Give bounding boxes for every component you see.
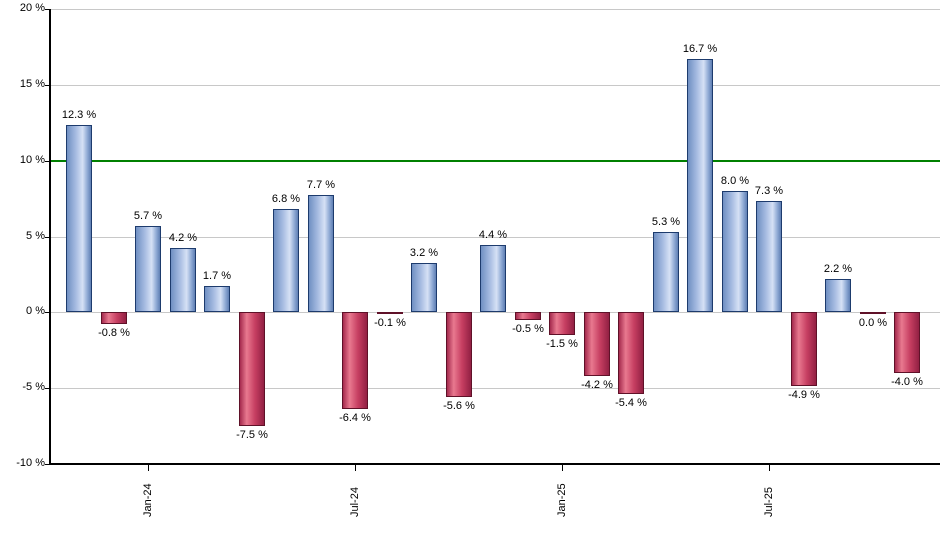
bar-Jun-25 [722, 191, 748, 312]
bar-value-label-Mar-25: -5.4 % [615, 397, 647, 409]
bar-value-label-Aug-25: -4.9 % [788, 389, 820, 401]
bar-Nov-23 [66, 125, 92, 312]
bar-value-label-May-24: 6.8 % [271, 193, 301, 205]
y-axis-label: 10 % [19, 154, 45, 166]
bar-Jan-25 [549, 312, 575, 335]
x-axis-label: Jul-25 [763, 487, 775, 517]
x-axis-line [49, 463, 940, 465]
y-axis-tick [45, 9, 50, 10]
y-axis-label: -5 % [22, 381, 45, 393]
bar-value-label-Sep-24: 3.2 % [409, 247, 439, 259]
bar-Dec-23 [101, 312, 127, 324]
bar-value-label-Apr-24: -7.5 % [236, 429, 268, 441]
bar-May-24 [273, 209, 299, 312]
bar-value-label-Nov-24: 4.4 % [478, 229, 508, 241]
bar-value-label-Jan-24: 5.7 % [133, 210, 163, 222]
bar-Nov-24 [480, 245, 506, 312]
bar-Jul-25 [756, 201, 782, 312]
x-axis-tick [769, 464, 770, 471]
y-gridline [50, 237, 940, 238]
bar-value-label-Jun-25: 8.0 % [720, 175, 750, 187]
y-axis-label: 5 % [26, 230, 45, 242]
y-axis-tick [45, 85, 50, 86]
bar-value-label-Oct-25: 0.0 % [858, 317, 888, 329]
bar-Apr-25 [653, 232, 679, 312]
y-axis-tick [45, 237, 50, 238]
x-axis-tick [355, 464, 356, 471]
bar-value-label-Nov-25: -4.0 % [891, 376, 923, 388]
y-axis-label: 0 % [26, 305, 45, 317]
bar-value-label-Sep-25: 2.2 % [823, 263, 853, 275]
bar-Sep-24 [411, 263, 437, 312]
bar-May-25 [687, 59, 713, 312]
bar-Oct-24 [446, 312, 472, 397]
bar-value-label-Jun-24: 7.7 % [306, 179, 336, 191]
bar-Sep-25 [825, 279, 851, 312]
bar-value-label-Apr-25: 5.3 % [651, 216, 681, 228]
y-axis-label: -10 % [16, 457, 45, 469]
x-axis-label: Jan-24 [142, 483, 154, 517]
y-axis-tick [45, 388, 50, 389]
bar-Dec-24 [515, 312, 541, 320]
bar-value-label-Oct-24: -5.6 % [443, 400, 475, 412]
bar-value-label-Jul-24: -6.4 % [339, 412, 371, 424]
y-gridline [50, 388, 940, 389]
y-axis-line [49, 9, 51, 465]
bar-Jan-24 [135, 226, 161, 312]
bar-value-label-Mar-24: 1.7 % [202, 270, 232, 282]
x-axis-tick [562, 464, 563, 471]
bar-value-label-May-25: 16.7 % [682, 43, 718, 55]
y-gridline [50, 312, 940, 313]
bar-Apr-24 [239, 312, 265, 426]
bar-Oct-25 [860, 312, 886, 314]
x-axis-label: Jan-25 [556, 483, 568, 517]
y-axis-label: 15 % [19, 78, 45, 90]
x-axis-label: Jul-24 [349, 487, 361, 517]
bar-value-label-Feb-25: -4.2 % [581, 379, 613, 391]
y-axis-tick [45, 161, 50, 162]
bar-Aug-25 [791, 312, 817, 386]
bar-value-label-Feb-24: 4.2 % [168, 232, 198, 244]
x-axis-tick [148, 464, 149, 471]
bar-value-label-Dec-24: -0.5 % [512, 323, 544, 335]
bar-value-label-Aug-24: -0.1 % [374, 317, 406, 329]
y-gridline [50, 9, 940, 10]
bar-value-label-Dec-23: -0.8 % [98, 327, 130, 339]
bar-Nov-25 [894, 312, 920, 373]
bar-Aug-24 [377, 312, 403, 314]
y-axis-tick [45, 312, 50, 313]
y-axis-label: 20 % [19, 2, 45, 14]
bar-Feb-24 [170, 248, 196, 312]
bar-value-label-Jul-25: 7.3 % [754, 185, 784, 197]
bar-Jul-24 [342, 312, 368, 409]
bar-value-label-Nov-23: 12.3 % [61, 109, 97, 121]
y-axis-tick [45, 464, 50, 465]
bar-Jun-24 [308, 195, 334, 312]
bar-Mar-24 [204, 286, 230, 312]
reference-line-10pct [50, 160, 940, 162]
y-gridline [50, 85, 940, 86]
bar-Feb-25 [584, 312, 610, 376]
bar-value-label-Jan-25: -1.5 % [546, 338, 578, 350]
bar-Mar-25 [618, 312, 644, 394]
